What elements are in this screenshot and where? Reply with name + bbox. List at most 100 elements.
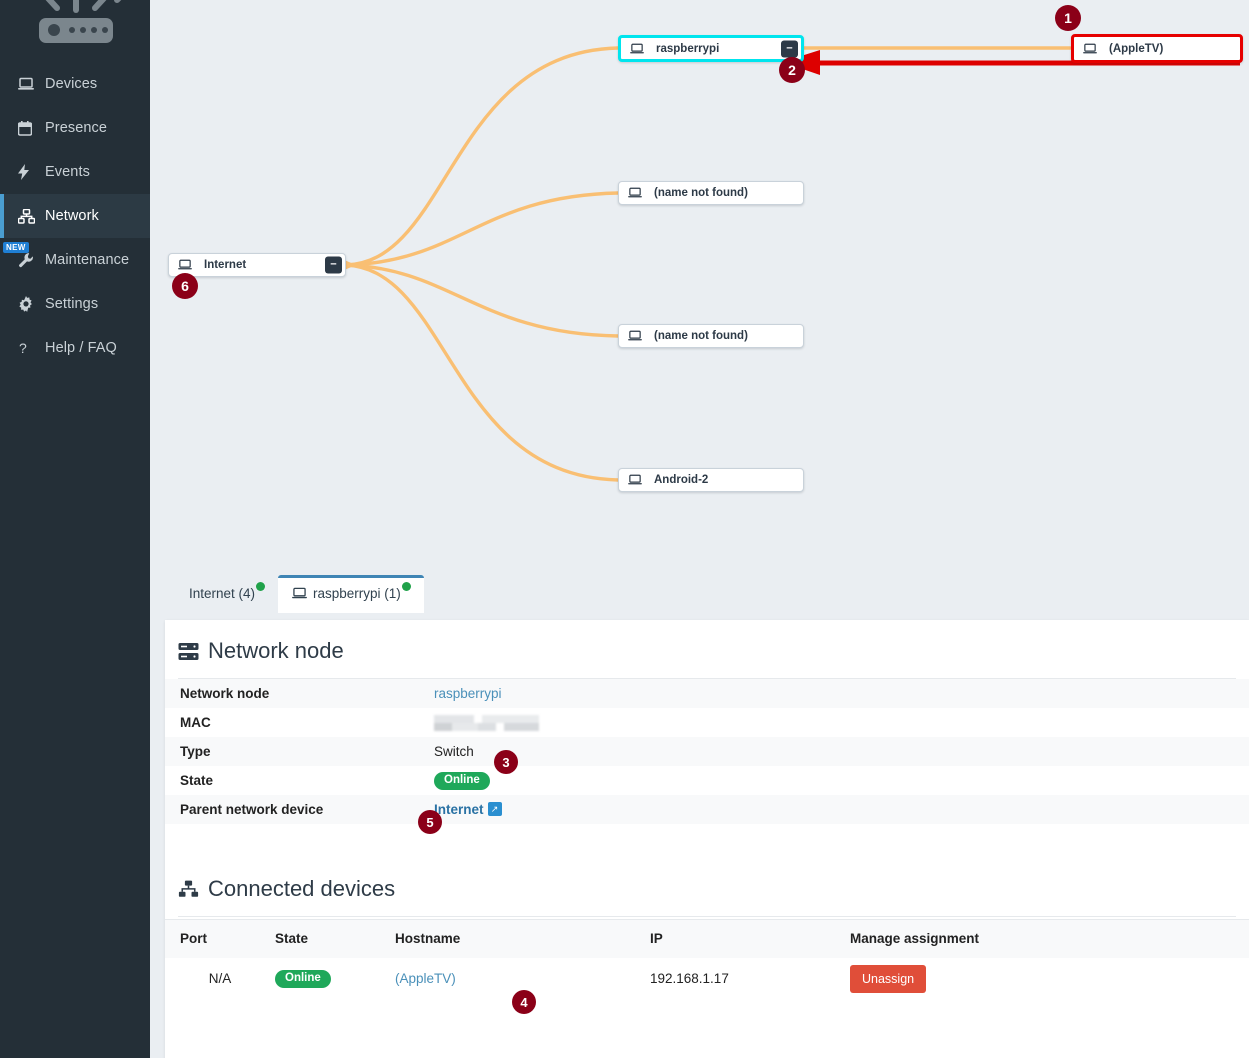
- sidebar: Devices Presence Events Network NEW: [0, 0, 150, 1058]
- app-logo[interactable]: [0, 0, 150, 62]
- network-node-section-title: Network node: [165, 620, 1249, 678]
- column-header-state: State: [275, 919, 395, 958]
- calendar-icon: [18, 120, 42, 136]
- sidebar-item-devices[interactable]: Devices: [0, 62, 150, 106]
- type-value: Switch: [434, 744, 474, 759]
- topology-node-internet[interactable]: Internet −: [168, 253, 346, 277]
- network-node-link[interactable]: raspberrypi: [434, 686, 502, 701]
- tab-label: raspberrypi (1): [313, 586, 401, 601]
- cell-ip: 192.168.1.17: [650, 971, 729, 986]
- laptop-icon: [628, 474, 642, 486]
- section-title-text: Connected devices: [208, 876, 396, 901]
- detail-card: Network node Network node raspberrypi MA…: [165, 620, 1249, 1058]
- row-key: MAC: [180, 715, 211, 730]
- connected-devices-table: Port State Hostname IP Manage assignment…: [165, 919, 1249, 1000]
- section-divider: [178, 678, 1236, 679]
- laptop-icon: [628, 330, 642, 342]
- sidebar-item-label: Events: [45, 164, 90, 180]
- sidebar-item-label: Presence: [45, 120, 108, 136]
- table-header-row: Port State Hostname IP Manage assignment: [165, 919, 1249, 958]
- svg-text:?: ?: [19, 340, 27, 356]
- connected-device-hostname-link[interactable]: (AppleTV): [395, 971, 456, 986]
- topology-node-label: (name not found): [654, 187, 748, 199]
- laptop-icon: [630, 43, 644, 55]
- table-row: Parent network device Internet ↗: [165, 795, 1249, 824]
- cell-port: N/A: [208, 971, 232, 986]
- network-topology-canvas[interactable]: Internet − 6 raspberrypi − 2 (name not f…: [150, 0, 1249, 570]
- status-badge: Online: [434, 771, 490, 791]
- sidebar-item-label: Help / FAQ: [45, 340, 117, 356]
- table-row: N/A Online (AppleTV) 192.168.1.17 Unassi…: [165, 958, 1249, 1000]
- table-row: MAC: [165, 708, 1249, 737]
- row-value: [430, 708, 1249, 737]
- annotation-badge-4: 4: [512, 990, 536, 1014]
- table-row: Network node raspberrypi: [165, 679, 1249, 708]
- raspberrypi-collapse-button[interactable]: −: [781, 40, 798, 57]
- row-value: Internet ↗: [430, 795, 1249, 824]
- sidebar-item-network[interactable]: Network: [0, 194, 150, 238]
- row-key: State: [180, 773, 214, 788]
- laptop-icon: [292, 587, 307, 600]
- annotation-badge-3: 3: [494, 750, 518, 774]
- sitemap-icon: [18, 208, 42, 224]
- mac-address-redacted: [434, 714, 539, 731]
- question-icon: ?: [18, 340, 42, 356]
- table-row: State Online: [165, 766, 1249, 795]
- parent-network-device-link[interactable]: Internet: [434, 801, 484, 817]
- sidebar-item-maintenance[interactable]: NEW Maintenance: [0, 238, 150, 282]
- gear-icon: [18, 296, 42, 312]
- bolt-icon: [18, 164, 42, 180]
- main-content: Internet − 6 raspberrypi − 2 (name not f…: [150, 0, 1249, 1058]
- laptop-icon: [178, 259, 192, 271]
- sidebar-item-events[interactable]: Events: [0, 150, 150, 194]
- status-dot-online: [401, 582, 411, 591]
- tab-internet[interactable]: Internet (4): [175, 575, 278, 613]
- section-title-text: Network node: [208, 638, 344, 663]
- tab-label: Internet (4): [189, 586, 256, 601]
- sidebar-item-settings[interactable]: Settings: [0, 282, 150, 326]
- laptop-icon: [18, 77, 42, 91]
- internet-collapse-button[interactable]: −: [325, 256, 342, 274]
- column-header-ip: IP: [650, 919, 850, 958]
- cell-state: Online: [275, 958, 395, 1000]
- router-icon: [39, 0, 122, 43]
- topology-node-unknown-2[interactable]: (name not found): [618, 324, 804, 348]
- row-key: Type: [165, 737, 430, 766]
- unassign-button[interactable]: Unassign: [850, 964, 927, 993]
- sidebar-item-label: Maintenance: [45, 252, 130, 268]
- topology-node-raspberrypi[interactable]: raspberrypi −: [618, 35, 804, 62]
- row-key: Network node: [165, 679, 430, 708]
- connected-devices-section-title: Connected devices: [165, 824, 1249, 916]
- column-header-hostname: Hostname: [395, 919, 650, 958]
- topology-node-android-2[interactable]: Android-2: [618, 468, 804, 492]
- cell-hostname: (AppleTV): [395, 958, 650, 1000]
- laptop-icon: [1083, 43, 1097, 55]
- sidebar-item-label: Network: [45, 208, 99, 224]
- table-row: Type Switch: [165, 737, 1249, 766]
- tab-raspberrypi[interactable]: raspberrypi (1): [278, 575, 424, 613]
- server-icon: [178, 642, 199, 661]
- column-header-port: Port: [165, 919, 275, 958]
- external-link-icon[interactable]: ↗: [487, 802, 502, 817]
- row-value: Online: [430, 766, 1249, 795]
- topology-node-label: raspberrypi: [656, 42, 720, 55]
- topology-node-unknown-1[interactable]: (name not found): [618, 181, 804, 205]
- laptop-icon: [628, 187, 642, 199]
- topology-node-appletv[interactable]: (AppleTV): [1071, 34, 1243, 63]
- annotation-badge-1: 1: [1055, 5, 1081, 31]
- sidebar-item-help-faq[interactable]: ? Help / FAQ: [0, 326, 150, 370]
- annotation-badge-2: 2: [779, 57, 805, 83]
- sidebar-item-presence[interactable]: Presence: [0, 106, 150, 150]
- topology-node-label: (name not found): [654, 330, 748, 342]
- detail-tabs: Internet (4) raspberrypi (1): [175, 575, 424, 613]
- topology-node-label: Android-2: [654, 474, 709, 486]
- row-key: Parent network device: [165, 795, 430, 824]
- new-badge: NEW: [3, 242, 29, 253]
- wrench-icon: [18, 252, 42, 268]
- sitemap-icon: [178, 880, 199, 898]
- sidebar-item-label: Settings: [45, 296, 99, 312]
- annotation-badge-6: 6: [172, 273, 198, 299]
- row-value: Switch: [430, 737, 1249, 766]
- status-dot-online: [256, 582, 266, 591]
